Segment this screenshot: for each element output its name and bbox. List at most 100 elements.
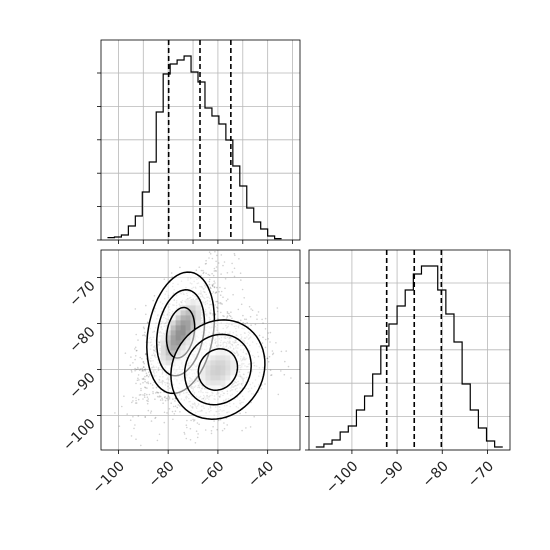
scatter-point <box>237 308 240 311</box>
scatter-point <box>174 410 177 413</box>
scatter-point <box>143 394 146 397</box>
scatter-point <box>215 300 217 303</box>
scatter-point <box>229 315 232 318</box>
scatter-point <box>185 437 188 440</box>
scatter-point <box>239 272 242 275</box>
scatter-point <box>144 416 146 418</box>
scatter-point <box>214 282 216 284</box>
scatter-point <box>204 263 207 265</box>
scatter-point <box>136 379 139 382</box>
scatter-point <box>266 357 269 360</box>
scatter-point <box>202 272 204 275</box>
scatter-point <box>226 311 229 313</box>
y-tick-label: −100 <box>60 416 99 455</box>
scatter-point <box>220 273 222 275</box>
scatter-point <box>242 322 245 324</box>
scatter-point <box>253 415 255 418</box>
scatter-point <box>142 398 144 400</box>
histogram-step <box>315 265 503 448</box>
scatter-point <box>168 396 171 399</box>
scatter-point <box>264 338 267 341</box>
scatter-point <box>205 272 207 275</box>
scatter-point <box>159 395 162 398</box>
scatter-point <box>231 271 234 273</box>
scatter-point <box>226 315 229 317</box>
scatter-point <box>142 377 145 380</box>
scatter-point <box>208 283 211 286</box>
scatter-point <box>200 274 202 277</box>
scatter-point <box>139 368 142 370</box>
histogram-step <box>107 55 282 240</box>
scatter-point <box>134 346 137 349</box>
scatter-point <box>276 307 279 309</box>
scatter-point <box>216 300 219 303</box>
scatter-point <box>251 309 254 312</box>
scatter-point <box>207 273 209 276</box>
scatter-point <box>150 420 153 422</box>
scatter-point <box>245 318 248 321</box>
scatter-point <box>215 291 217 294</box>
scatter-point <box>284 360 286 363</box>
scatter-point <box>215 291 218 293</box>
scatter-point <box>223 422 225 424</box>
scatter-point <box>213 280 215 283</box>
contour-line <box>170 319 266 420</box>
scatter-point <box>179 411 181 413</box>
scatter-point <box>152 391 154 393</box>
hist-panel-top-frame <box>100 39 301 241</box>
scatter-point <box>222 264 224 267</box>
scatter-point <box>220 311 222 314</box>
scatter-point <box>219 301 222 304</box>
scatter-point <box>219 286 221 289</box>
scatter-point <box>270 374 273 376</box>
scatter-point <box>151 384 154 386</box>
x-tick-label: −80 <box>420 458 452 490</box>
scatter-point <box>226 316 228 319</box>
scatter-point <box>142 366 145 368</box>
scatter-point <box>132 396 134 399</box>
scatter-point <box>195 242 197 244</box>
scatter-point <box>197 433 199 435</box>
scatter-point <box>143 369 146 371</box>
scatter-point <box>254 323 257 326</box>
scatter-point <box>269 331 272 334</box>
scatter-point <box>174 400 176 402</box>
scatter-point <box>137 339 139 341</box>
scatter-point <box>146 393 148 396</box>
scatter-point <box>202 269 204 272</box>
scatter-point <box>144 369 147 372</box>
scatter-point <box>144 416 146 418</box>
contour-line <box>183 333 252 406</box>
scatter-point <box>210 287 212 290</box>
scatter-point <box>215 266 218 268</box>
hist-panel-right <box>305 249 511 454</box>
scatter-point <box>198 423 200 426</box>
scatter-point <box>242 314 244 317</box>
scatter-point <box>217 318 219 320</box>
scatter-point <box>193 420 195 422</box>
scatter-point <box>212 425 214 428</box>
scatter-point <box>134 402 137 404</box>
scatter-point <box>243 245 245 247</box>
scatter-point <box>186 419 188 422</box>
scatter-point <box>213 267 216 270</box>
scatter-point <box>212 274 215 277</box>
scatter-point <box>222 315 224 317</box>
scatter-point <box>233 267 236 270</box>
scatter-point <box>241 429 243 432</box>
scatter-point <box>145 352 147 355</box>
scatter-point <box>208 278 211 281</box>
scatter-point <box>130 435 133 437</box>
scatter-point <box>162 402 164 405</box>
scatter-point <box>189 439 192 441</box>
scatter-point <box>216 254 218 257</box>
scatter-point <box>228 314 231 317</box>
scatter-point <box>148 393 151 396</box>
scatter-point <box>177 404 179 406</box>
scatter-point <box>189 427 192 430</box>
scatter-point <box>143 362 145 365</box>
scatter-point <box>155 386 158 389</box>
scatter-point <box>134 424 136 426</box>
scatter-point <box>140 387 142 390</box>
scatter-point <box>183 433 186 435</box>
